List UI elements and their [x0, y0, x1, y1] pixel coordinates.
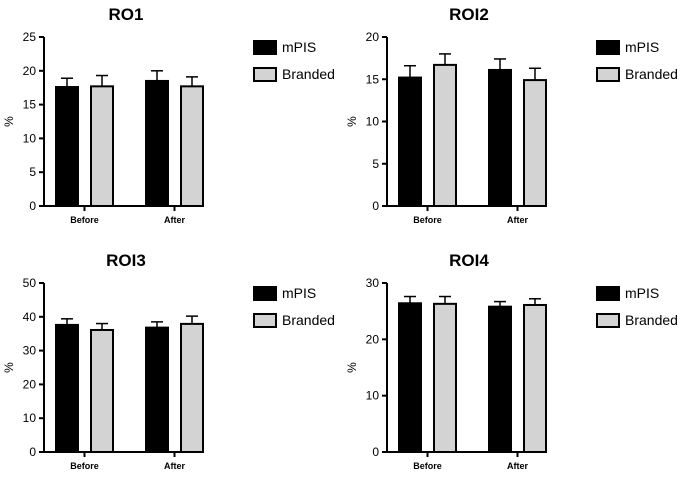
- legend-swatch-mpis: [596, 40, 620, 55]
- chart-svg: RO1 0 5 10 15 20 25% Before After mPIS Branded: [2, 5, 335, 225]
- chart-panel-roi3: ROI3 0 10 20 30 40 50% Before After mPIS Branded: [0, 246, 342, 491]
- legend-swatch-branded: [596, 313, 620, 328]
- bar-mpis-before: [398, 76, 422, 207]
- bar-mpis-after: [145, 79, 169, 207]
- legend-label-mpis: mPIS: [625, 285, 659, 301]
- bar-branded-after: [523, 79, 547, 207]
- y-tick-label: 30: [23, 344, 37, 358]
- legend-swatch-branded: [253, 67, 277, 82]
- legend-label-branded: Branded: [625, 312, 678, 328]
- chart-title: ROI4: [449, 251, 489, 270]
- y-tick-label: 10: [366, 389, 380, 403]
- y-tick-label: 20: [366, 332, 380, 346]
- bar-mpis-before: [398, 302, 422, 453]
- bar-branded-after: [180, 322, 204, 454]
- chart-panel-roi2: ROI2 0 5 10 15 20% Before After mPIS Branded: [343, 0, 685, 245]
- bar-mpis-after: [488, 305, 512, 453]
- bar-mpis-after: [488, 68, 512, 207]
- chart-panel-ro1: RO1 0 5 10 15 20 25% Before After mPIS Branded: [0, 0, 342, 245]
- x-tick-label: After: [507, 215, 528, 225]
- y-tick-label: 20: [23, 64, 37, 78]
- legend-swatch-mpis: [253, 286, 277, 301]
- y-tick-label: 10: [23, 411, 37, 425]
- y-tick-label: 40: [23, 310, 37, 324]
- y-tick-label: 50: [23, 276, 37, 290]
- bar-mpis-before: [55, 323, 79, 453]
- y-tick-label: 5: [372, 157, 379, 171]
- chart-title: ROI3: [106, 251, 146, 270]
- bar-mpis-after: [145, 326, 169, 453]
- y-tick-label: 0: [29, 199, 36, 213]
- y-tick-label: 10: [366, 115, 380, 129]
- chart-svg: ROI2 0 5 10 15 20% Before After mPIS Branded: [345, 5, 678, 225]
- y-tick-label: 0: [372, 445, 379, 459]
- bar-branded-before: [90, 85, 114, 207]
- bar-branded-before: [433, 63, 457, 208]
- y-tick-label: 15: [366, 72, 380, 86]
- x-tick-label: Before: [413, 461, 442, 471]
- legend-swatch-branded: [253, 313, 277, 328]
- y-tick-label: 30: [366, 276, 380, 290]
- x-tick-label: After: [164, 215, 185, 225]
- x-tick-label: Before: [413, 215, 442, 225]
- bar-branded-after: [180, 85, 204, 207]
- bar-branded-after: [523, 303, 547, 453]
- legend-swatch-mpis: [253, 40, 277, 55]
- legend-swatch-branded: [596, 67, 620, 82]
- chart-panel-roi4: ROI4 0 10 20 30% Before After mPIS Branded: [343, 246, 685, 491]
- chart-svg: ROI3 0 10 20 30 40 50% Before After mPIS Branded: [2, 251, 335, 471]
- legend-label-mpis: mPIS: [625, 39, 659, 55]
- y-axis-label: %: [2, 362, 16, 373]
- y-tick-label: 0: [29, 445, 36, 459]
- x-tick-label: After: [507, 461, 528, 471]
- bar-mpis-before: [55, 86, 79, 207]
- y-tick-label: 5: [29, 165, 36, 179]
- legend-label-mpis: mPIS: [282, 39, 316, 55]
- chart-title: ROI2: [449, 5, 489, 24]
- y-tick-label: 25: [23, 30, 37, 44]
- legend-label-branded: Branded: [282, 312, 335, 328]
- legend-swatch-mpis: [596, 286, 620, 301]
- y-tick-label: 20: [23, 377, 37, 391]
- y-tick-label: 15: [23, 98, 37, 112]
- y-axis-label: %: [2, 116, 16, 127]
- y-tick-label: 10: [23, 131, 37, 145]
- y-axis-label: %: [345, 116, 359, 127]
- chart-svg: ROI4 0 10 20 30% Before After mPIS Branded: [345, 251, 678, 471]
- legend-label-mpis: mPIS: [282, 285, 316, 301]
- x-tick-label: After: [164, 461, 185, 471]
- bar-branded-before: [433, 302, 457, 453]
- y-tick-label: 20: [366, 30, 380, 44]
- bar-branded-before: [90, 328, 114, 453]
- legend-label-branded: Branded: [282, 66, 335, 82]
- x-tick-label: Before: [70, 215, 99, 225]
- legend-label-branded: Branded: [625, 66, 678, 82]
- y-axis-label: %: [345, 362, 359, 373]
- x-tick-label: Before: [70, 461, 99, 471]
- chart-title: RO1: [109, 5, 144, 24]
- y-tick-label: 0: [372, 199, 379, 213]
